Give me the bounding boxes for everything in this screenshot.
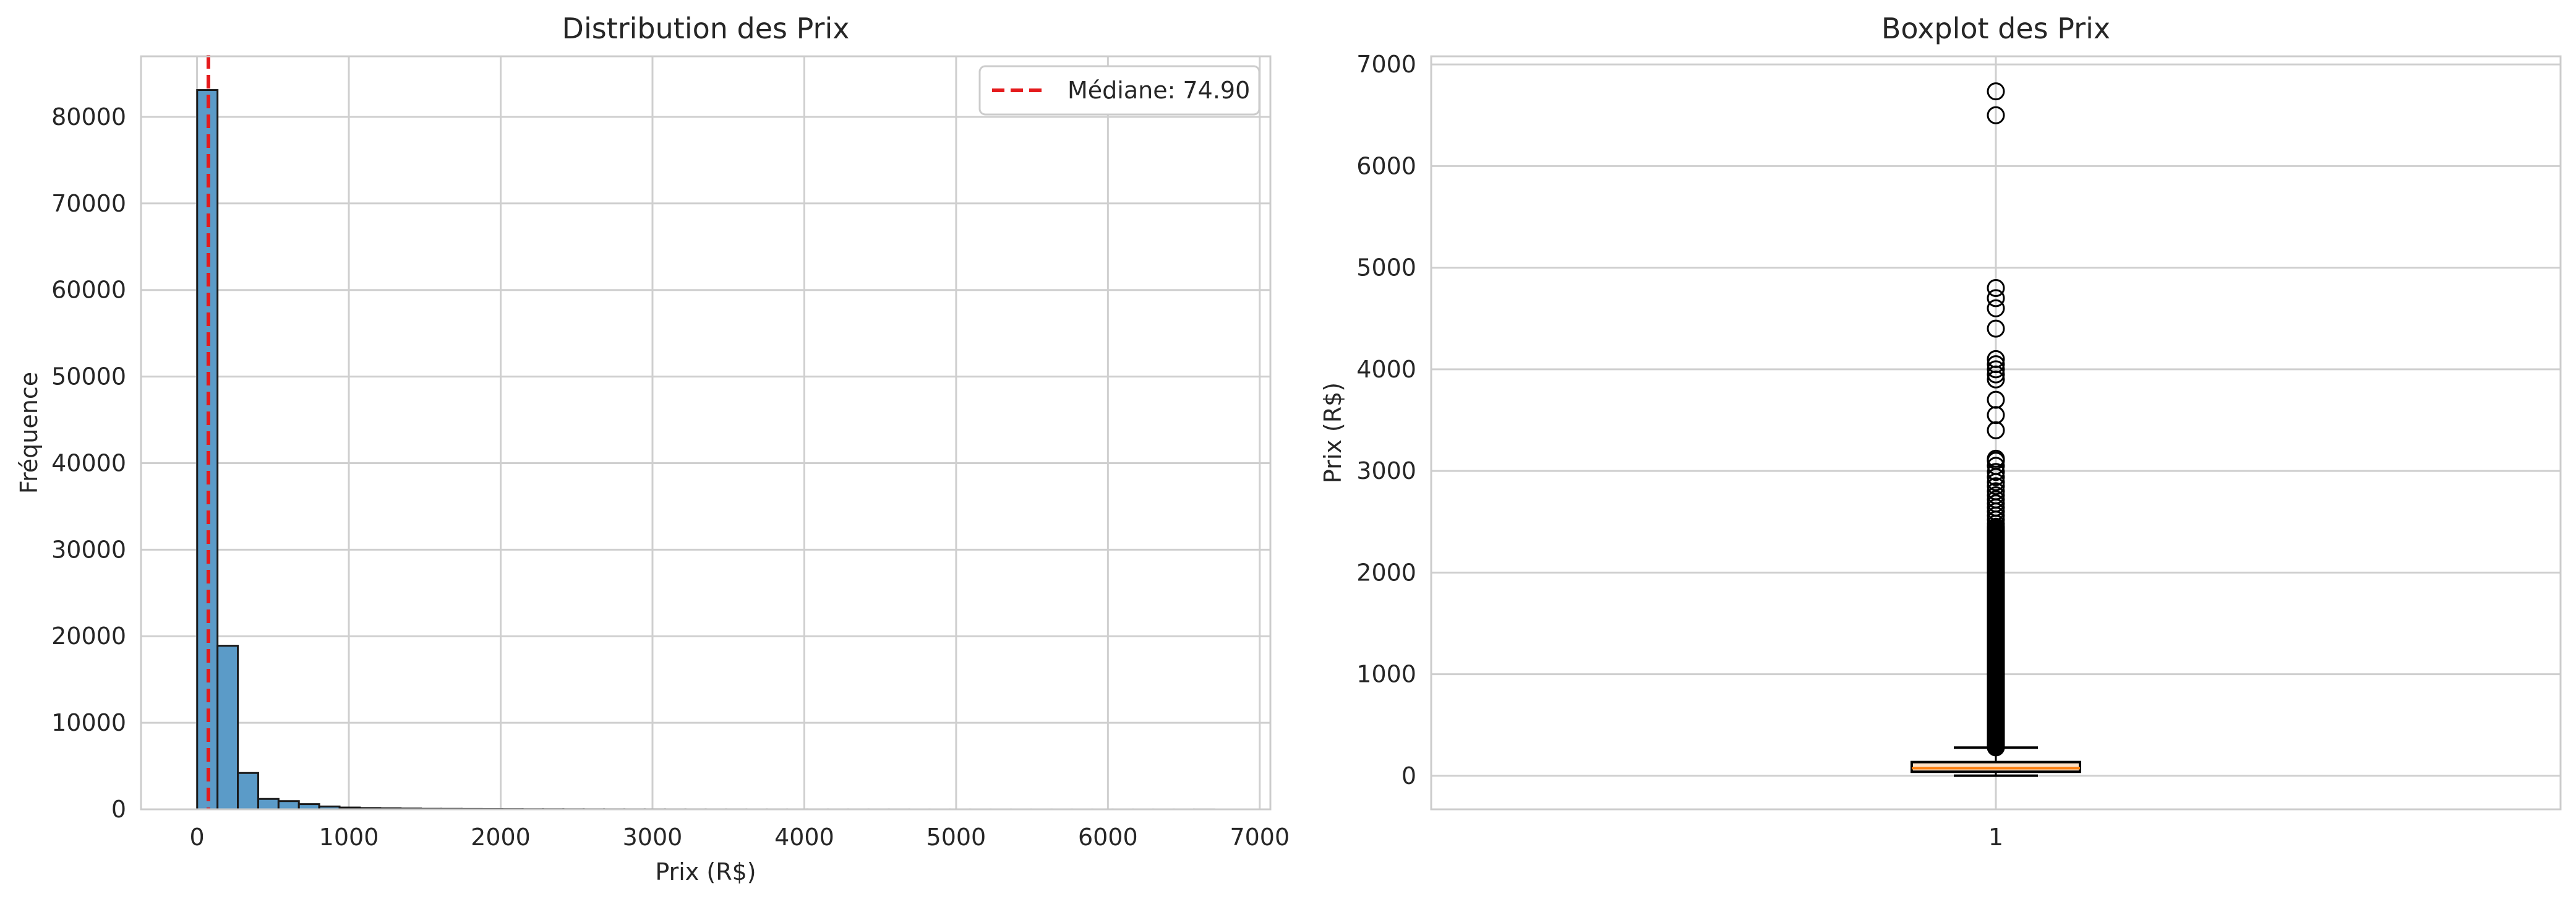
outlier-point (1987, 486, 2005, 505)
legend-median-label: Médiane: 74.90 (1068, 77, 1250, 104)
y-tick-label: 0 (111, 796, 126, 823)
outlier-point (1987, 477, 2005, 496)
x-tick-label: 4000 (774, 824, 834, 851)
y-tick-label: 3000 (1356, 457, 1416, 484)
outlier-point (1987, 289, 2005, 308)
y-tick-label: 70000 (51, 190, 126, 217)
histogram-bar (237, 772, 259, 811)
outlier-point (1987, 299, 2005, 317)
legend: Médiane: 74.90 (978, 65, 1260, 116)
histogram-bar (216, 645, 239, 811)
x-axis-label: Prix (R$) (655, 858, 756, 885)
y-tick-label: 6000 (1356, 152, 1416, 179)
histogram-chart: 0 1000 2000 3000 4000 5000 6000 700001000020000… (15, 12, 1290, 885)
y-tick-label: 4000 (1356, 356, 1416, 383)
outlier-point (1987, 360, 2005, 379)
x-tick-label: 6000 (1078, 824, 1138, 851)
x-tick-label: 7000 (1230, 824, 1290, 851)
plot-frame (140, 55, 1272, 811)
outlier-point (1987, 457, 2005, 475)
histogram-bar (257, 798, 280, 811)
outlier-point (1987, 482, 2005, 501)
y-axis-label: Prix (R$) (1319, 382, 1346, 483)
chart-title: Distribution des Prix (562, 12, 850, 45)
x-tick-label: 2000 (471, 824, 531, 851)
y-tick-label: 40000 (51, 449, 126, 476)
outlier-point (1987, 390, 2005, 409)
y-tick-label: 2000 (1356, 559, 1416, 586)
chart-title: Boxplot des Prix (1881, 12, 2110, 45)
plot-frame (1430, 55, 2562, 811)
outlier-point (1987, 463, 2005, 481)
y-tick-label: 20000 (51, 622, 126, 650)
x-tick-label: 3000 (623, 824, 683, 851)
y-tick-label: 5000 (1356, 254, 1416, 282)
y-tick-label: 10000 (51, 709, 126, 736)
x-tick-label: 1000 (319, 824, 379, 851)
y-tick-label: 0 (1401, 762, 1416, 790)
y-tick-label: 60000 (51, 277, 126, 304)
x-tick-label: 1 (1988, 824, 2003, 851)
outlier-point (1987, 106, 2005, 124)
box-iqr (1911, 760, 2081, 773)
y-tick-label: 1000 (1356, 661, 1416, 688)
outlier-point (1987, 350, 2005, 368)
outlier-point (1987, 82, 2005, 101)
legend-box (978, 65, 1260, 116)
outlier-point (1987, 355, 2005, 374)
outlier-point (1987, 319, 2005, 338)
y-tick-label: 80000 (51, 103, 126, 131)
boxplot-chart: 1 0 1000 2000 3000 4000 5000 6000 7000 Prix (R$) B… (1319, 12, 2562, 851)
x-tick-label: 5000 (926, 824, 986, 851)
y-tick-label: 7000 (1356, 51, 1416, 78)
y-tick-label: 30000 (51, 536, 126, 563)
outlier-point (1987, 278, 2005, 297)
y-tick-label: 50000 (51, 363, 126, 390)
outlier-point (1987, 494, 2005, 513)
outlier-point (1987, 449, 2005, 468)
x-tick-label: 0 (189, 824, 204, 851)
y-axis-label: Fréquence (15, 372, 43, 494)
histogram-bar (277, 800, 300, 811)
outlier-point (1987, 490, 2005, 509)
